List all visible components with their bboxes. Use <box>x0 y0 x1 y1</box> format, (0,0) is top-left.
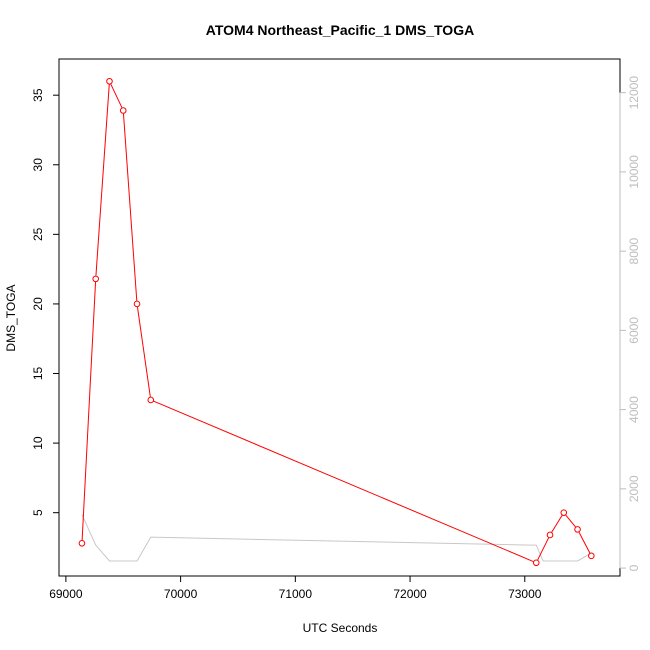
y-tick-label: 30 <box>31 158 45 172</box>
y2-tick-label: 0 <box>627 564 641 571</box>
data-point <box>574 526 581 533</box>
data-point <box>92 275 100 283</box>
data-point <box>532 559 540 567</box>
primary-series-segment <box>110 83 123 108</box>
y-tick-label: 35 <box>31 88 45 102</box>
data-point <box>147 396 155 404</box>
plot-area-frame <box>58 58 621 577</box>
y2-tick-label: 10000 <box>627 155 641 189</box>
data-point <box>78 539 86 547</box>
chart-title: ATOM4 Northeast_Pacific_1 DMS_TOGA <box>206 22 474 38</box>
x-tick-label: 73000 <box>508 587 542 601</box>
primary-series-segment <box>565 514 576 528</box>
data-point <box>119 107 127 114</box>
y-tick-label: 15 <box>31 367 45 381</box>
x-tick-label: 71000 <box>279 587 313 601</box>
secondary-y-axis: 0 2000 4000 6000 8000 10000 12000 <box>619 76 641 571</box>
data-point <box>106 77 113 85</box>
y-axis: 5 10 15 20 25 30 35 <box>31 88 60 516</box>
primary-series-segment <box>537 537 550 561</box>
y-axis-label: DMS_TOGA <box>4 284 18 351</box>
y2-tick-label: 12000 <box>627 76 641 110</box>
series-layer <box>78 77 595 567</box>
primary-series-segment <box>551 515 563 533</box>
x-axis-label: UTC Seconds <box>303 621 378 635</box>
x-tick-label: 69000 <box>49 587 83 601</box>
data-point <box>588 552 595 560</box>
y2-tick-label: 6000 <box>627 317 641 344</box>
primary-series-segment <box>578 531 591 554</box>
y-tick-label: 5 <box>31 509 45 516</box>
x-tick-label: 72000 <box>393 587 427 601</box>
y2-tick-label: 2000 <box>627 475 641 502</box>
y2-tick-label: 4000 <box>627 396 641 423</box>
y-tick-label: 10 <box>31 436 45 450</box>
data-point <box>546 531 554 539</box>
x-tick-label: 70000 <box>164 587 198 601</box>
y-tick-label: 25 <box>31 227 45 241</box>
y2-tick-label: 8000 <box>627 237 641 264</box>
primary-series-segment <box>153 400 534 562</box>
primary-series-segment <box>81 282 97 541</box>
x-axis: 69000 70000 71000 72000 73000 <box>49 575 542 601</box>
data-point <box>560 509 568 516</box>
secondary-series-line <box>81 514 592 562</box>
data-point <box>133 300 141 308</box>
primary-series-segment <box>122 113 138 301</box>
primary-series-segment <box>136 307 151 397</box>
primary-series-segment <box>95 84 110 276</box>
y-tick-label: 20 <box>31 297 45 311</box>
